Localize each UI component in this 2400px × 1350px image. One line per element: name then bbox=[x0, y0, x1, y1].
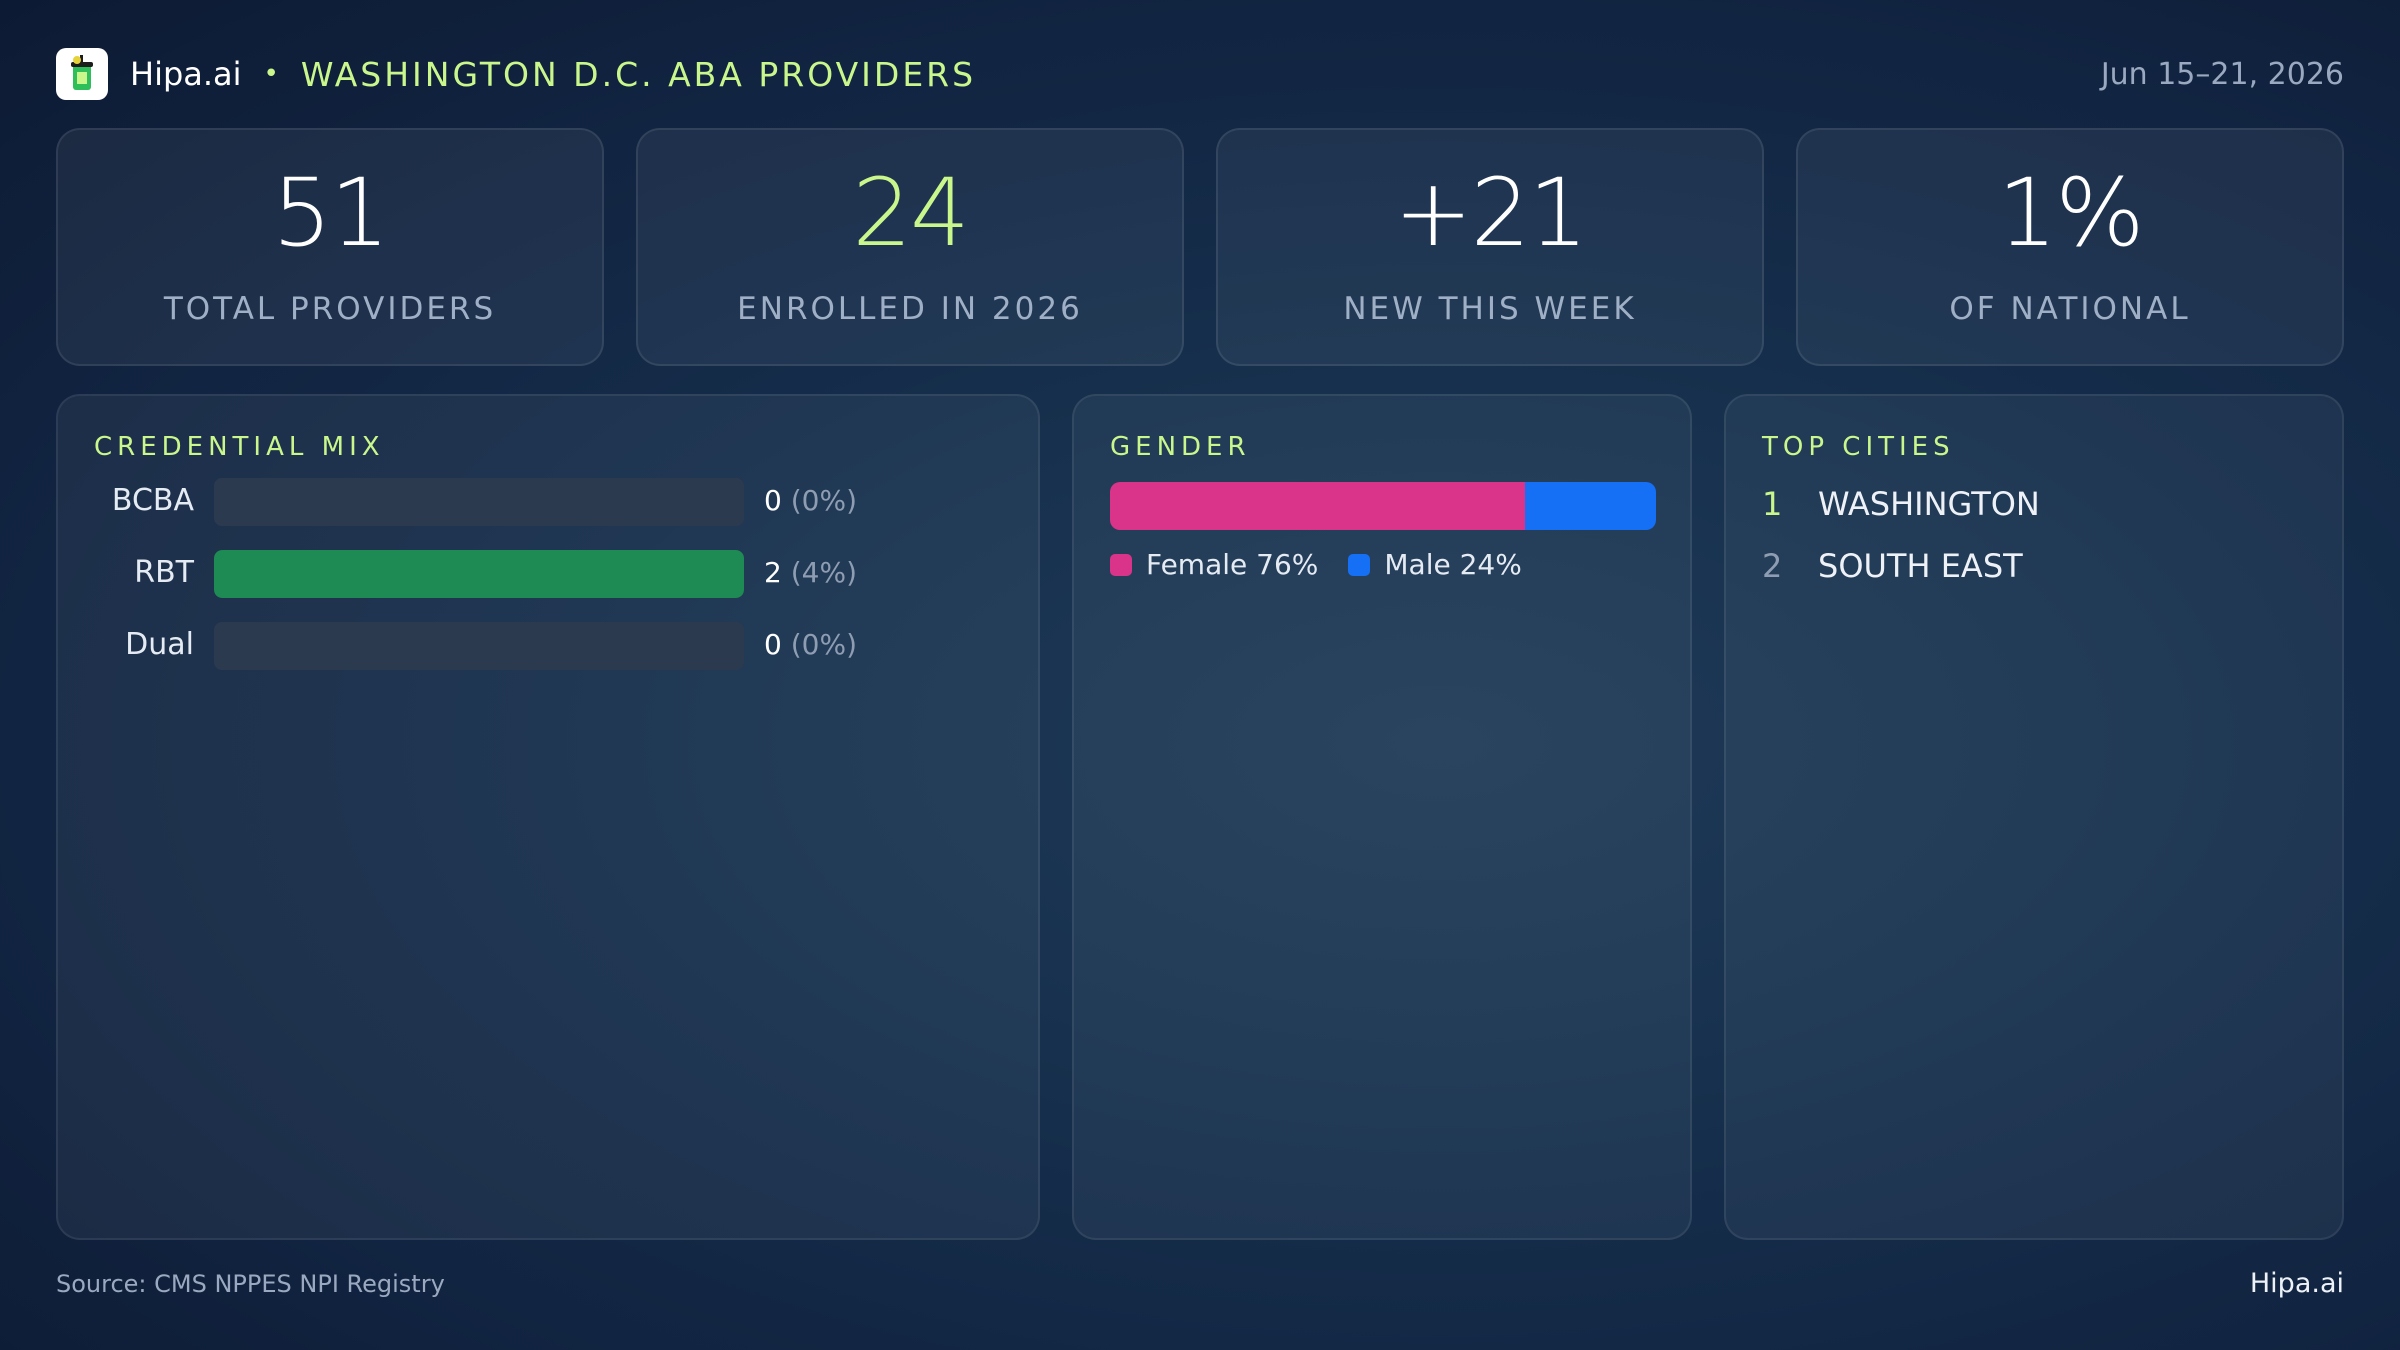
gender-panel: GENDER Female 76% Male 24% bbox=[1072, 394, 1692, 1240]
source-note: Source: CMS NPPES NPI Registry bbox=[56, 1270, 445, 1298]
header-separator: • bbox=[263, 59, 279, 89]
male-swatch bbox=[1348, 553, 1371, 576]
female-swatch bbox=[1110, 553, 1132, 576]
kpi-value: +21 bbox=[1393, 159, 1588, 268]
kpi-value: 1% bbox=[1997, 159, 2144, 268]
kpi-card-new-this-week: +21 NEW THIS WEEK bbox=[1216, 128, 1764, 366]
credential-bar-track bbox=[214, 622, 744, 670]
credential-percent: (4%) bbox=[790, 556, 858, 589]
credential-value: 0 (0%) bbox=[764, 476, 857, 526]
city-rank: 2 bbox=[1762, 547, 1783, 585]
credential-label: RBT bbox=[134, 555, 194, 590]
cup-icon bbox=[71, 55, 93, 90]
credential-bar-track bbox=[214, 478, 744, 526]
brand-name: Hipa.ai bbox=[130, 55, 242, 93]
panel-title: GENDER bbox=[1110, 432, 1251, 462]
credential-label: BCBA bbox=[111, 483, 194, 518]
credential-bar-track bbox=[214, 550, 744, 598]
city-name: WASHINGTON bbox=[1818, 485, 2040, 523]
top-cities-panel: TOP CITIES 1 WASHINGTON 2 SOUTH EAST bbox=[1724, 394, 2344, 1240]
gender-bar-female bbox=[1110, 482, 1525, 530]
kpi-card-enrolled: 24 ENROLLED IN 2026 bbox=[636, 128, 1184, 366]
city-item: 1 WASHINGTON bbox=[1762, 484, 2040, 524]
page-title: WASHINGTON D.C. ABA PROVIDERS bbox=[300, 54, 977, 94]
kpi-label: NEW THIS WEEK bbox=[1343, 291, 1637, 327]
header: Hipa.ai • WASHINGTON D.C. ABA PROVIDERS … bbox=[56, 46, 2344, 102]
city-item: 2 SOUTH EAST bbox=[1762, 546, 2023, 586]
credential-count: 2 bbox=[764, 556, 782, 589]
kpi-card-total-providers: 51 TOTAL PROVIDERS bbox=[56, 128, 604, 366]
credential-percent: (0%) bbox=[790, 484, 858, 517]
gender-bar-male bbox=[1524, 482, 1656, 530]
kpi-card-of-national: 1% OF NATIONAL bbox=[1796, 128, 2344, 366]
date-range: Jun 15–21, 2026 bbox=[2100, 56, 2344, 92]
app-logo bbox=[56, 48, 108, 100]
credential-count: 0 bbox=[764, 484, 782, 517]
legend-label-male: Male 24% bbox=[1384, 548, 1522, 581]
credential-label: Dual bbox=[125, 627, 194, 662]
credential-count: 0 bbox=[764, 628, 782, 661]
legend-item-female: Female 76% bbox=[1110, 548, 1318, 581]
credential-percent: (0%) bbox=[790, 628, 858, 661]
footer-brand: Hipa.ai bbox=[2249, 1268, 2344, 1299]
gender-legend: Female 76% Male 24% bbox=[1110, 548, 1552, 581]
credential-value: 2 (4%) bbox=[764, 548, 857, 598]
credential-row-bcba: BCBA 0 (0%) bbox=[58, 476, 1038, 526]
credential-mix-panel: CREDENTIAL MIX BCBA 0 (0%) RBT 2 (4%) Du… bbox=[56, 394, 1040, 1240]
kpi-label: ENROLLED IN 2026 bbox=[737, 291, 1083, 327]
city-rank: 1 bbox=[1762, 485, 1783, 523]
legend-label-female: Female 76% bbox=[1146, 548, 1319, 581]
credential-value: 0 (0%) bbox=[764, 620, 857, 670]
city-name: SOUTH EAST bbox=[1818, 547, 2023, 585]
kpi-label: TOTAL PROVIDERS bbox=[163, 291, 497, 327]
kpi-value: 51 bbox=[272, 159, 390, 268]
kpi-label: OF NATIONAL bbox=[1949, 291, 2191, 327]
gender-bar bbox=[1110, 482, 1656, 530]
kpi-row: 51 TOTAL PROVIDERS 24 ENROLLED IN 2026 +… bbox=[56, 128, 2344, 366]
panel-title: CREDENTIAL MIX bbox=[94, 432, 385, 462]
legend-item-male: Male 24% bbox=[1348, 548, 1522, 581]
credential-row-rbt: RBT 2 (4%) bbox=[58, 548, 1038, 598]
credential-row-dual: Dual 0 (0%) bbox=[58, 620, 1038, 670]
panel-title: TOP CITIES bbox=[1762, 432, 1955, 462]
kpi-value: 24 bbox=[852, 159, 970, 268]
credential-bar-fill bbox=[214, 550, 744, 598]
